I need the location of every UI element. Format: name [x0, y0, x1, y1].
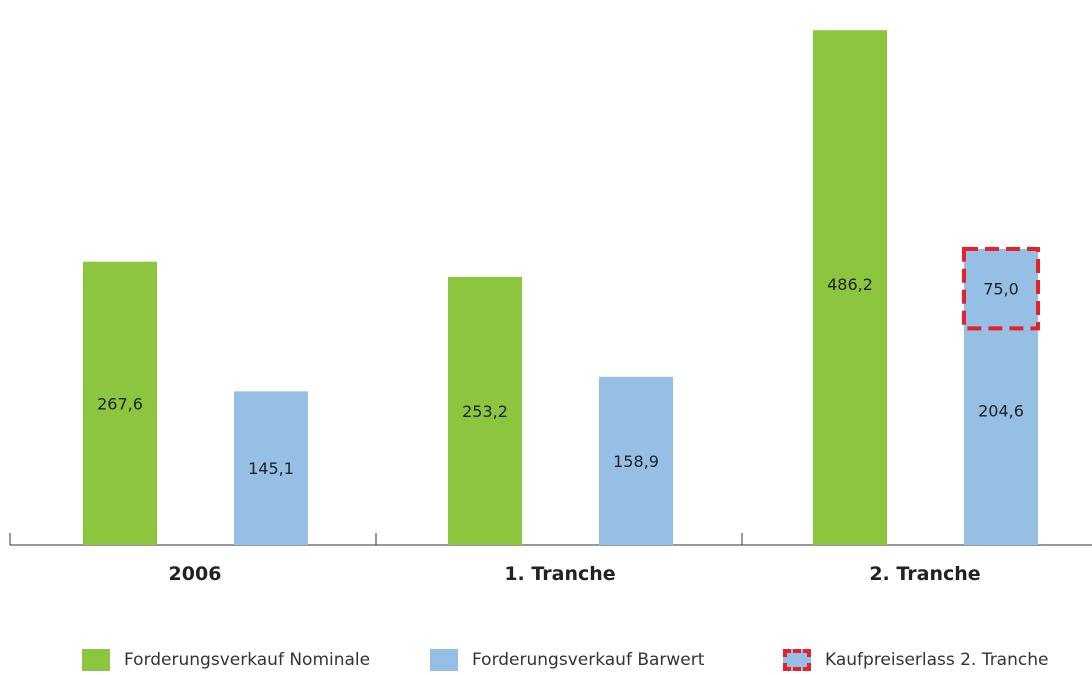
data-label-nominale-1: 253,2 — [462, 402, 508, 421]
data-label-kaufpreiserlass-2: 75,0 — [983, 280, 1019, 299]
bar-nominale-0 — [83, 261, 157, 545]
legend: Forderungsverkauf Nominale Forderungsver… — [0, 649, 1092, 675]
legend-label-barwert: Forderungsverkauf Barwert — [472, 650, 705, 670]
data-label-barwert-1: 158,9 — [613, 452, 659, 471]
data-label-nominale-2: 486,2 — [827, 275, 873, 294]
bar-chart: 267,6 145,1 2006 253,2 158,9 1. Tranche 486,2 2… — [9, 30, 1092, 585]
legend-item-nominale: Forderungsverkauf Nominale — [82, 649, 370, 671]
legend-item-kaufpreiserlass: Kaufpreiserlass 2. Tranche — [783, 649, 1048, 671]
bar-nominale-2 — [813, 30, 887, 546]
bar-nominale-1 — [448, 276, 522, 545]
data-label-barwert-2: 204,6 — [978, 402, 1024, 421]
bar-barwert-0 — [234, 391, 308, 545]
bar-barwert-1 — [599, 376, 673, 545]
data-label-nominale-0: 267,6 — [97, 394, 143, 413]
category-label-0: 2006 — [169, 563, 222, 585]
category-label-1: 1. Tranche — [504, 563, 615, 585]
legend-item-barwert: Forderungsverkauf Barwert — [430, 649, 704, 671]
legend-swatch-nominale — [82, 649, 110, 671]
legend-swatch-kaufpreiserlass — [783, 649, 811, 671]
bar-barwert-2 — [964, 328, 1038, 545]
legend-label-nominale: Forderungsverkauf Nominale — [124, 650, 371, 670]
category-label-2: 2. Tranche — [869, 563, 980, 585]
data-label-barwert-0: 145,1 — [248, 459, 294, 478]
bar-kaufpreiserlass-2 — [962, 246, 1040, 331]
legend-swatch-barwert — [430, 649, 458, 671]
legend-label-kaufpreiserlass: Kaufpreiserlass 2. Tranche — [825, 650, 1049, 670]
